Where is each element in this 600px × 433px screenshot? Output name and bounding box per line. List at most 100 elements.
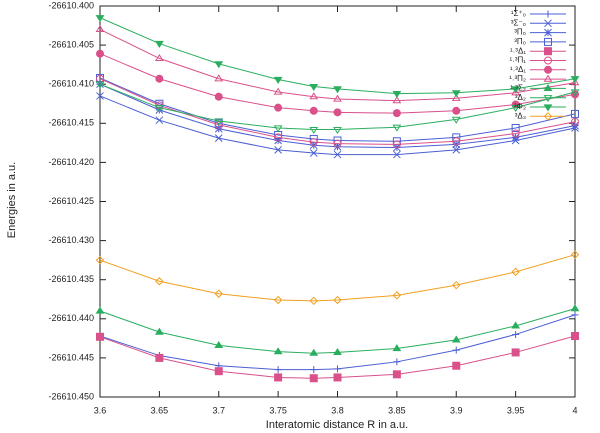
data-point [274, 373, 283, 382]
data-point [309, 138, 318, 147]
data-point [333, 108, 342, 117]
data-point [155, 74, 164, 83]
y-tick-label: -26610.445 [48, 352, 94, 362]
data-point [155, 116, 164, 125]
data-point [392, 124, 402, 132]
series-line [99, 53, 576, 114]
data-point [273, 347, 283, 355]
y-tick-label: -26610.420 [48, 157, 94, 167]
legend-label: ¹˒³Δ₁ [510, 65, 526, 74]
legend-marker [544, 65, 552, 74]
data-point [333, 373, 342, 382]
data-point [309, 149, 318, 157]
data-point [95, 25, 105, 33]
data-point [392, 291, 402, 300]
data-point [570, 76, 580, 84]
data-point [95, 81, 105, 89]
x-tick-label: 3.8 [331, 405, 344, 415]
data-point [214, 289, 223, 298]
data-point [452, 146, 461, 154]
x-tick-label: 3.75 [269, 405, 287, 415]
data-point [511, 348, 520, 357]
legend-label: ¹˒³Π₂ [509, 74, 526, 83]
data-point [392, 96, 402, 104]
data-point [571, 332, 579, 341]
data-point [511, 105, 521, 113]
data-point [155, 277, 164, 286]
series-line [99, 335, 576, 379]
data-point [570, 89, 580, 97]
legend-marker [543, 104, 553, 112]
data-point [571, 109, 579, 118]
data-point [154, 105, 164, 113]
data-point [309, 296, 318, 306]
series-line [99, 314, 576, 371]
data-point [392, 109, 401, 118]
series-line [99, 95, 576, 156]
data-point [309, 348, 319, 356]
x-tick-label: 4 [572, 405, 577, 415]
legend-label: ³Π₀ [514, 28, 526, 37]
series-line [99, 254, 576, 302]
data-point [214, 74, 224, 82]
data-point [511, 321, 521, 329]
data-point [452, 137, 461, 146]
x-tick-label: 3.6 [94, 405, 107, 415]
data-point [310, 366, 318, 374]
data-point [570, 78, 580, 86]
data-point [214, 118, 224, 126]
data-point [392, 90, 402, 99]
legend-marker [543, 95, 553, 103]
data-point [214, 367, 223, 376]
legend-marker [544, 56, 552, 65]
y-tick-label: -26610.400 [48, 0, 94, 10]
legend-marker [544, 19, 552, 28]
legend-label: ³Δ₂ [515, 93, 526, 102]
series-line [99, 29, 576, 102]
x-tick-label: 3.95 [507, 405, 525, 415]
data-point [95, 306, 105, 314]
data-point [333, 150, 342, 159]
legend-marker [543, 83, 553, 91]
data-point [214, 61, 224, 69]
data-point [274, 103, 283, 112]
legend-label: ³Π₀ [514, 37, 526, 46]
data-point [214, 340, 224, 348]
data-point [570, 250, 580, 259]
y-tick-label: -26610.405 [48, 39, 94, 49]
data-point [154, 327, 164, 335]
data-point [333, 94, 342, 102]
legend-label: ³Σ⁻₀ [511, 18, 526, 27]
data-point [274, 133, 283, 142]
y-tick-label: -26610.450 [48, 391, 94, 401]
data-point [154, 53, 164, 61]
y-axis-label: Energies in a.u. [6, 162, 18, 238]
data-point [309, 106, 318, 115]
y-tick-label: -26610.430 [48, 235, 94, 245]
data-point [511, 129, 520, 138]
y-tick-label: -26610.425 [48, 196, 94, 206]
series-line [99, 77, 576, 142]
data-point [570, 304, 580, 312]
x-tick-label: 3.9 [450, 405, 463, 415]
y-tick-label: -26610.440 [48, 313, 94, 323]
data-point [155, 106, 164, 114]
data-point [333, 139, 342, 148]
data-point [393, 150, 401, 159]
data-point [154, 40, 164, 48]
series-line [99, 83, 576, 131]
data-point [511, 88, 521, 96]
data-point [333, 86, 342, 94]
legend-marker [544, 10, 552, 18]
legend-label: ³Δ₃ [515, 111, 526, 120]
data-point [512, 330, 520, 338]
legend-label: ¹˒³Π₁ [510, 56, 527, 65]
data-point [392, 140, 401, 149]
data-point [452, 280, 461, 290]
data-point [511, 267, 520, 277]
legend-label: ³Φ₂ [514, 102, 526, 111]
data-point [393, 358, 401, 366]
series-line [99, 83, 576, 149]
data-point [333, 295, 342, 305]
